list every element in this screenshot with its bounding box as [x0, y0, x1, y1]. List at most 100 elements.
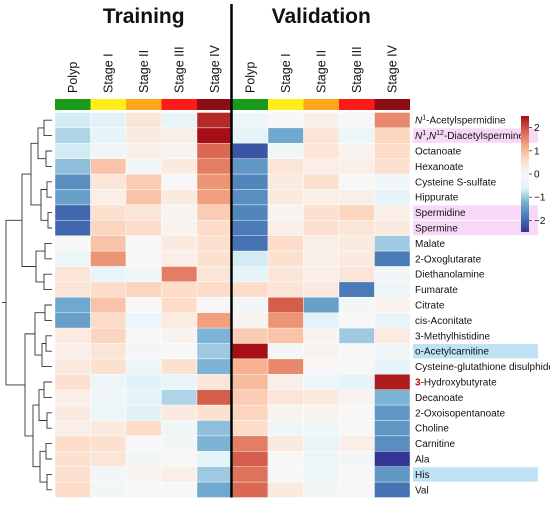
- heatmap-cell: [161, 266, 198, 283]
- row-highlight: [413, 220, 538, 236]
- heatmap-cell: [54, 112, 91, 129]
- row-label: Cysteine-glutathione disulphide: [415, 362, 550, 373]
- heatmap-cell: [267, 435, 304, 452]
- row-label: His: [415, 470, 429, 481]
- heatmap-cell: [54, 343, 91, 360]
- heatmap-cell: [338, 173, 375, 190]
- column-color-swatch: [126, 99, 162, 110]
- heatmap-cell: [267, 297, 304, 313]
- heatmap-cell: [267, 235, 304, 252]
- column-label: Stage IV: [385, 44, 399, 93]
- row-label: Citrate: [415, 301, 445, 312]
- heatmap-cell: [267, 312, 304, 329]
- heatmap-cell: [232, 127, 269, 144]
- row-highlight: [413, 128, 538, 143]
- heatmap-cell: [196, 374, 233, 390]
- dendrogram-branch: [43, 119, 52, 137]
- heatmap-cell: [374, 389, 411, 406]
- heatmap-cell: [374, 327, 411, 344]
- heatmap-cell: [232, 158, 269, 175]
- column-label: Stage III: [350, 46, 364, 93]
- heatmap-cell: [161, 374, 198, 390]
- color-legend: 2 1 0 −1 −2: [521, 116, 546, 232]
- heatmap-cell: [374, 158, 411, 175]
- heatmap-cell: [267, 266, 304, 283]
- heatmap-cell: [90, 250, 127, 267]
- heatmap-cell: [267, 374, 304, 390]
- dendrogram-branch: [46, 473, 52, 491]
- heatmap-cell: [196, 466, 233, 483]
- row-label: Octanoate: [415, 147, 462, 158]
- group-title: Validation: [272, 5, 371, 28]
- heatmap-cell: [232, 220, 269, 236]
- heatmap-cell: [303, 435, 340, 452]
- heatmap-cell: [54, 235, 91, 252]
- heatmap-cell: [374, 112, 411, 129]
- heatmap-cell: [196, 220, 233, 236]
- heatmap-cell: [161, 281, 198, 298]
- heatmap-cell: [54, 389, 91, 406]
- heatmap-cell: [303, 481, 340, 498]
- heatmap-cell: [196, 481, 233, 498]
- heatmap-cell: [90, 235, 127, 252]
- heatmap-cell: [125, 297, 162, 313]
- row-label: Val: [415, 485, 429, 496]
- heatmap-cell: [267, 481, 304, 498]
- row-label: Diethanolamine: [415, 270, 485, 281]
- dendrogram-branch: [47, 212, 52, 229]
- heatmap-cell: [125, 220, 162, 236]
- heatmap-cell: [374, 343, 411, 360]
- heatmap-cell: [90, 389, 127, 406]
- row-label: Carnitine: [415, 439, 455, 450]
- heatmap-cell: [125, 389, 162, 406]
- heatmap-cell: [303, 189, 340, 206]
- heatmap-cell: [338, 281, 375, 298]
- heatmap-cell: [338, 451, 375, 467]
- heatmap-cell: [338, 158, 375, 175]
- row-label: N1,N12-Diacetylspermine: [415, 130, 524, 142]
- heatmap-cell: [232, 143, 269, 159]
- heatmap-cell: [267, 404, 304, 421]
- heatmap-cell: [90, 420, 127, 437]
- heatmap-cell: [196, 404, 233, 421]
- heatmap-cell: [196, 266, 233, 283]
- heatmap-cell: [232, 173, 269, 190]
- heatmap-cell: [303, 466, 340, 483]
- heatmap-cell: [125, 435, 162, 452]
- row-label: 3-Methylhistidine: [415, 331, 490, 342]
- heatmap-cell: [161, 389, 198, 406]
- heatmap-cell: [303, 327, 340, 344]
- heatmap-cell: [196, 173, 233, 190]
- row-label: Choline: [415, 424, 449, 435]
- heatmap-cell: [196, 420, 233, 437]
- heatmap-cell: [90, 435, 127, 452]
- heatmap-cell: [161, 250, 198, 267]
- heatmap-cell: [303, 112, 340, 129]
- heatmap-cell: [161, 204, 198, 221]
- heatmap-cell: [303, 389, 340, 406]
- heatmap-cell: [267, 112, 304, 129]
- dendrogram-branch: [45, 335, 52, 352]
- heatmap-cell: [303, 173, 340, 190]
- row-label: Hexanoate: [415, 162, 464, 173]
- heatmap-cell: [161, 420, 198, 437]
- heatmap-cell: [267, 173, 304, 190]
- heatmap-cell: [232, 250, 269, 267]
- heatmap-cell: [90, 204, 127, 221]
- row-highlight: [413, 344, 538, 359]
- dendrogram-branch: [24, 333, 35, 437]
- row-dendrogram: [2, 119, 52, 491]
- heatmap-cell: [161, 451, 198, 467]
- heatmap-cell: [54, 189, 91, 206]
- heatmap-cell: [338, 481, 375, 498]
- column-color-swatch: [339, 99, 375, 110]
- heatmap-cell: [374, 481, 411, 498]
- heatmap-cell: [374, 404, 411, 421]
- heatmap-cell: [54, 374, 91, 390]
- heatmap-cell: [338, 374, 375, 390]
- row-label: cis-Aconitate: [415, 316, 473, 327]
- heatmap-cell: [161, 358, 198, 375]
- heatmap-cell: [338, 143, 375, 159]
- heatmap-cell: [267, 327, 304, 344]
- heatmap-cell: [303, 158, 340, 175]
